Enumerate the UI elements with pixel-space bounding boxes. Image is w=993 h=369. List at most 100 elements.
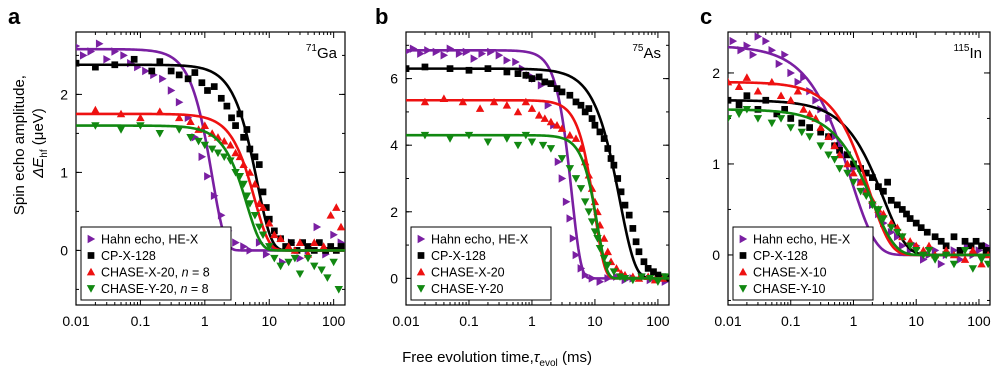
data-point bbox=[240, 133, 247, 141]
x-tick-label: 0.01 bbox=[392, 313, 419, 329]
data-point bbox=[103, 55, 111, 64]
legend-label: CHASE-Y-20 bbox=[431, 282, 504, 296]
legend-label-text: CP-X-128 bbox=[431, 249, 486, 263]
data-point bbox=[937, 237, 945, 245]
data-point bbox=[653, 278, 663, 286]
data-point bbox=[332, 203, 341, 211]
fit-curve bbox=[406, 67, 669, 280]
data-point bbox=[781, 105, 789, 113]
data-point bbox=[136, 113, 145, 122]
legend-marker bbox=[417, 252, 425, 259]
isotope-symbol: Ga bbox=[317, 45, 338, 62]
data-point bbox=[584, 208, 594, 216]
legend-marker bbox=[739, 234, 748, 244]
data-point bbox=[76, 43, 81, 49]
data-point bbox=[930, 256, 940, 264]
data-point bbox=[553, 85, 561, 92]
legend-label-text: Hahn echo, HE-X bbox=[431, 233, 529, 247]
x-axis-label-tau: τ bbox=[534, 349, 541, 366]
data-point bbox=[581, 108, 589, 116]
data-point bbox=[762, 36, 770, 46]
isotope-mass: 75 bbox=[632, 43, 644, 54]
data-point bbox=[566, 91, 574, 99]
data-point bbox=[313, 222, 322, 232]
panel-label: a bbox=[8, 4, 21, 29]
data-point bbox=[843, 159, 852, 168]
data-point bbox=[942, 242, 950, 250]
data-point bbox=[884, 178, 891, 186]
data-point bbox=[640, 258, 648, 266]
data-point bbox=[546, 145, 556, 153]
data-point bbox=[793, 86, 803, 95]
data-point bbox=[950, 233, 958, 241]
data-point bbox=[960, 255, 970, 263]
data-point bbox=[850, 160, 857, 168]
data-point bbox=[743, 92, 751, 100]
data-point bbox=[317, 266, 326, 275]
legend-label: CP-X-128 bbox=[101, 249, 156, 263]
data-point bbox=[186, 133, 195, 142]
data-point bbox=[893, 232, 902, 241]
data-point bbox=[773, 110, 781, 118]
data-point bbox=[786, 96, 795, 104]
data-point bbox=[794, 77, 803, 87]
data-point bbox=[565, 165, 575, 173]
x-tick-label: 0.1 bbox=[131, 313, 151, 329]
data-point bbox=[262, 204, 270, 211]
data-point bbox=[287, 239, 295, 246]
isotope-label: 71Ga bbox=[306, 43, 338, 62]
x-tick-label: 1 bbox=[201, 313, 209, 329]
data-point bbox=[310, 262, 319, 271]
panel-c: c 0.01 0.1 1 10 100 0 1 2 115In Hahn echo, HE-X CP-… bbox=[700, 4, 991, 329]
data-point bbox=[513, 107, 523, 116]
data-point bbox=[220, 137, 229, 145]
data-point bbox=[816, 142, 825, 150]
legend-label-text: CP-X-128 bbox=[753, 249, 808, 263]
data-point bbox=[977, 256, 986, 264]
data-point bbox=[76, 59, 80, 67]
data-point bbox=[768, 46, 777, 55]
y-axis-label-line1: Spin echo amplitude, bbox=[11, 75, 28, 215]
data-point bbox=[742, 73, 752, 81]
data-point bbox=[577, 101, 585, 109]
data-point bbox=[982, 247, 990, 254]
data-point bbox=[972, 237, 980, 245]
y-tick-label: 6 bbox=[390, 71, 398, 87]
plot-frame bbox=[405, 31, 670, 306]
data-point bbox=[191, 69, 199, 76]
data-point bbox=[625, 211, 633, 219]
data-point bbox=[445, 135, 455, 143]
data-point bbox=[259, 188, 267, 196]
data-point bbox=[231, 148, 240, 157]
data-point bbox=[319, 242, 328, 250]
data-point bbox=[250, 179, 260, 188]
data-point bbox=[950, 246, 959, 255]
legend-label: Hahn echo, HE-X bbox=[101, 233, 199, 247]
data-point bbox=[258, 231, 268, 239]
y-axis-label-delta: ΔE bbox=[30, 157, 47, 179]
data-point bbox=[223, 102, 231, 110]
data-point bbox=[830, 156, 839, 164]
data-point bbox=[599, 234, 609, 242]
data-point bbox=[251, 153, 259, 161]
data-point bbox=[258, 203, 268, 211]
legend-label-text: CHASE-X-10 bbox=[753, 266, 827, 280]
y-tick-label: 2 bbox=[60, 86, 68, 102]
legend-marker bbox=[87, 234, 96, 244]
legend-box bbox=[732, 226, 874, 301]
y-tick-label: 4 bbox=[390, 137, 398, 153]
data-point bbox=[644, 265, 652, 272]
data-point bbox=[920, 255, 928, 264]
data-point bbox=[856, 177, 865, 186]
isotope-symbol: As bbox=[643, 45, 661, 62]
legend-marker bbox=[417, 234, 426, 244]
data-point bbox=[167, 67, 175, 75]
data-point bbox=[937, 259, 946, 269]
data-point bbox=[835, 165, 844, 173]
data-point bbox=[194, 137, 203, 146]
x-axis-label-sub: evol bbox=[539, 358, 557, 369]
data-point bbox=[534, 111, 544, 119]
data-point bbox=[336, 222, 345, 231]
data-point bbox=[956, 247, 964, 254]
x-tick-label: 100 bbox=[646, 313, 670, 329]
